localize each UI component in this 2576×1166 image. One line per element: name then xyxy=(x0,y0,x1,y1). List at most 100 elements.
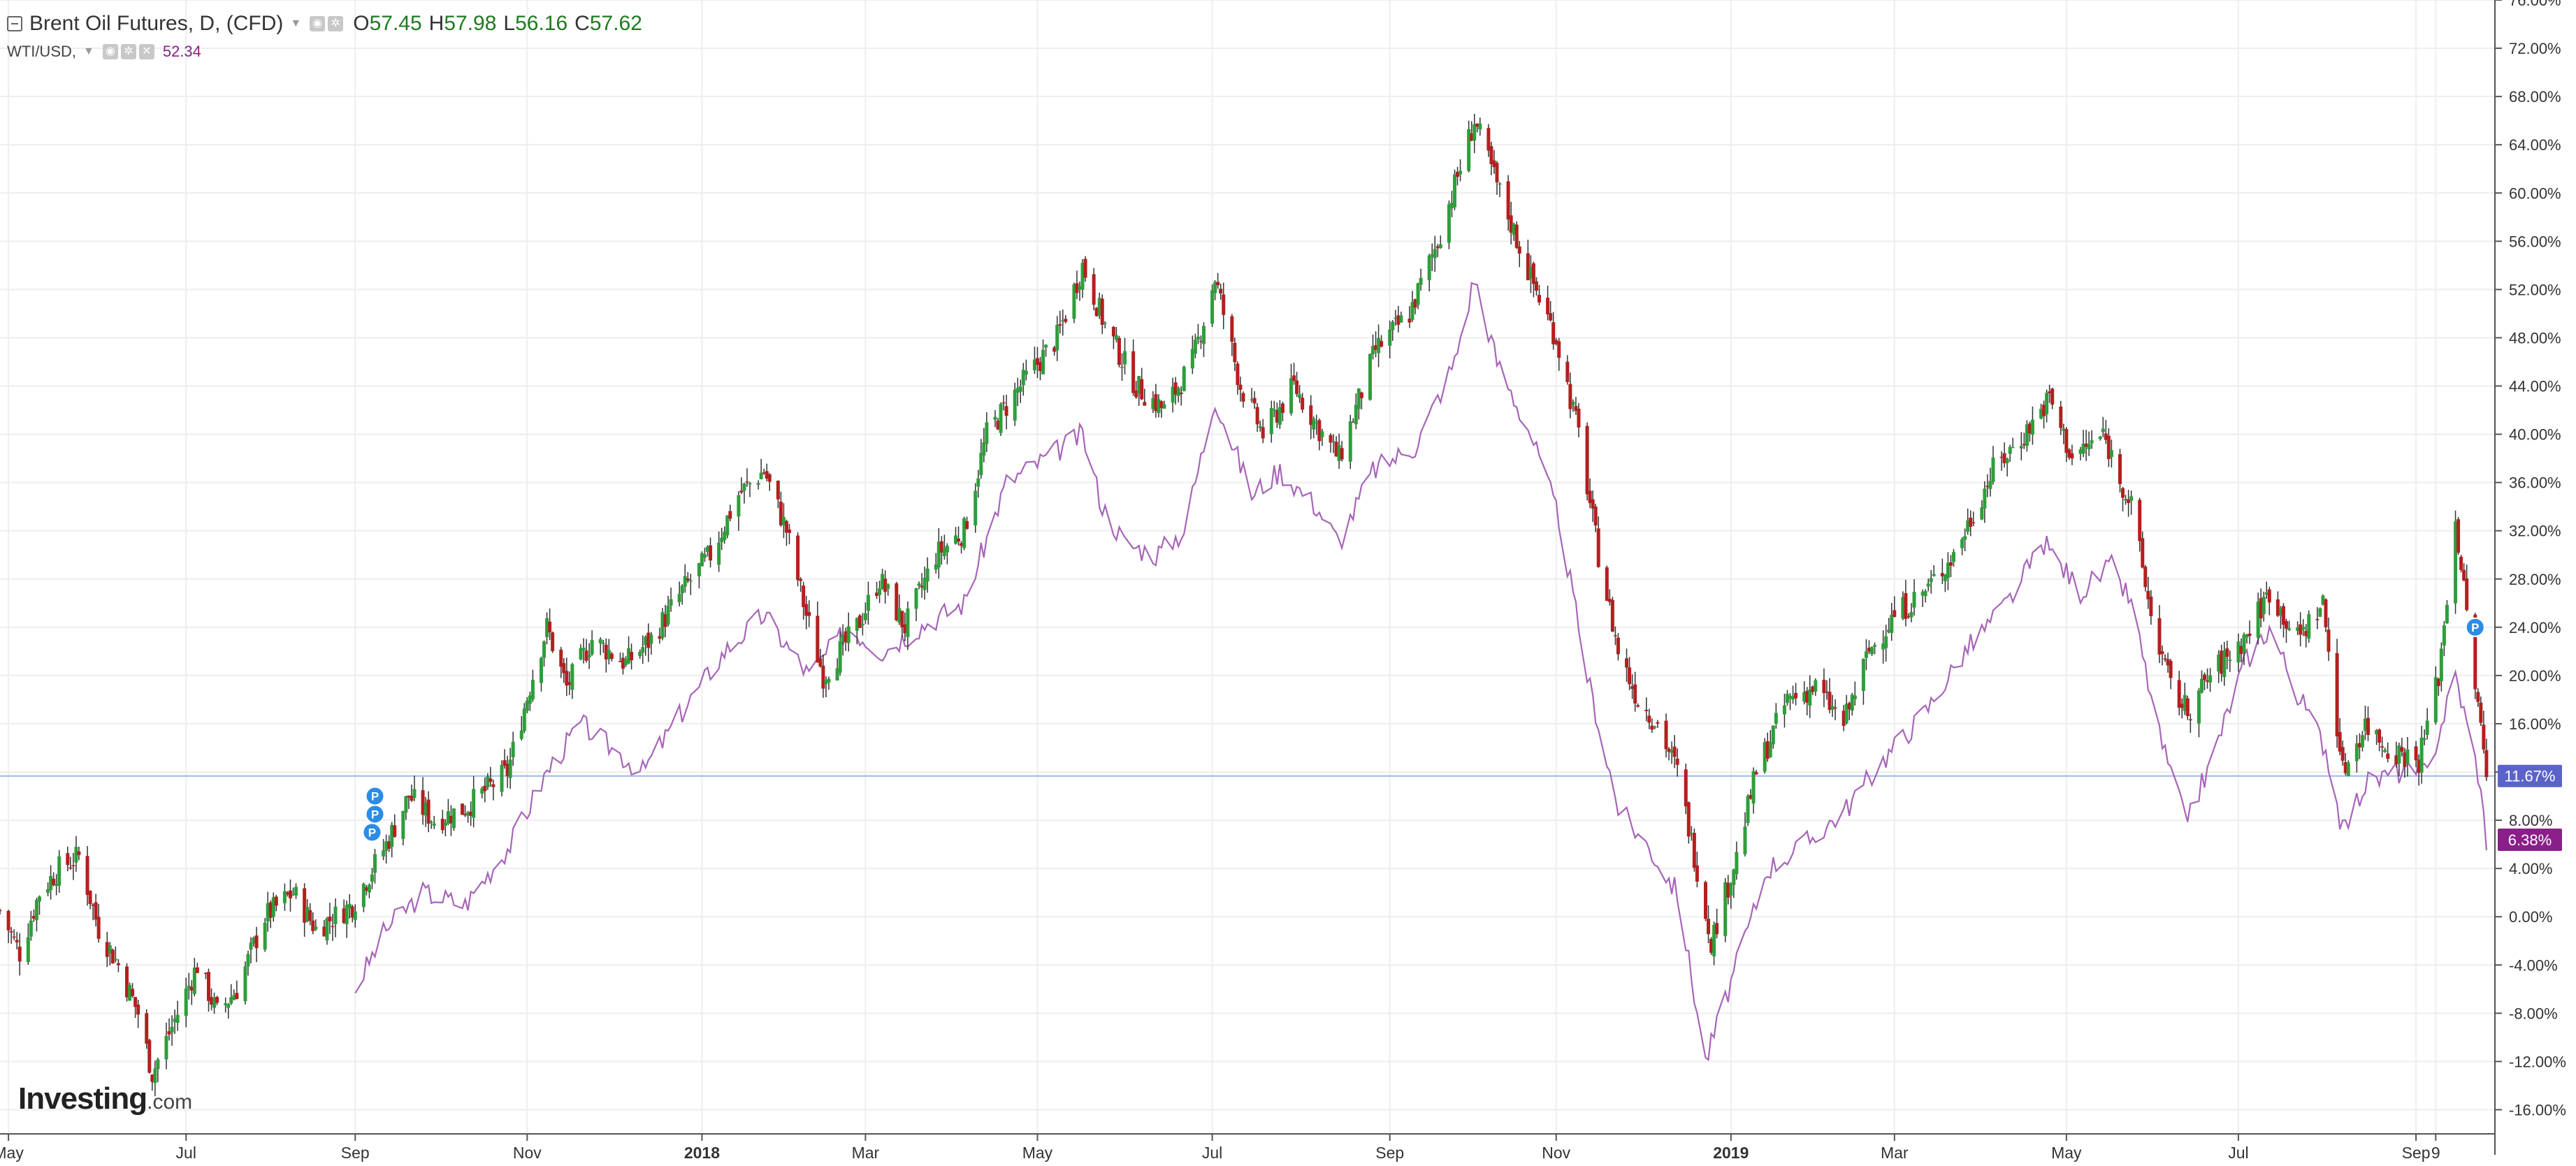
candle-body xyxy=(136,1005,140,1015)
candle-body xyxy=(2070,453,2074,459)
candle-body xyxy=(110,949,115,964)
candle-body xyxy=(2090,440,2094,444)
candle-body xyxy=(74,847,78,863)
settings-icon[interactable]: ✲ xyxy=(328,16,344,31)
candle-body xyxy=(1901,597,1905,619)
candle-body xyxy=(1985,486,1990,488)
candle-body xyxy=(1097,298,1101,316)
candle-body xyxy=(2129,496,2134,501)
chart-legend: Brent Oil Futures, D, (CFD) ▼ ◉ ✲ O 57.45… xyxy=(7,10,642,66)
candle-body xyxy=(331,926,335,928)
candle-body xyxy=(1625,658,1629,668)
candle-body xyxy=(1219,289,1223,294)
candle-body xyxy=(1912,592,1916,608)
candle-body xyxy=(1467,129,1471,171)
caret-down-icon[interactable]: ▼ xyxy=(83,45,94,57)
candle-body xyxy=(387,841,391,849)
candle-body xyxy=(688,580,693,582)
candle-body xyxy=(446,811,450,824)
candle-body xyxy=(2203,674,2207,680)
compare-series-title: WTI/USD, xyxy=(7,43,76,60)
event-marker[interactable] xyxy=(2465,617,2485,637)
candle-body xyxy=(922,577,927,590)
candle-body xyxy=(55,884,59,887)
candle-body xyxy=(1348,421,1352,462)
candle-body xyxy=(345,905,349,924)
candle-body xyxy=(342,908,346,924)
eye-icon[interactable]: ◉ xyxy=(310,16,326,31)
candle-body xyxy=(2262,597,2266,615)
candle-body xyxy=(881,574,885,589)
candle-body xyxy=(1371,346,1375,354)
candle-body xyxy=(1743,826,1747,854)
candle-body xyxy=(1765,741,1770,759)
candle-body xyxy=(897,608,902,623)
y-tick-label: 16.00% xyxy=(2509,715,2561,733)
candle-body xyxy=(1015,388,1020,393)
candle-body xyxy=(644,636,648,646)
candle-body xyxy=(1472,124,1477,141)
candle-body xyxy=(2078,449,2083,454)
candle-body xyxy=(2484,750,2489,778)
candle-body xyxy=(720,537,724,543)
candle-body xyxy=(2315,618,2320,620)
candle-body xyxy=(2304,631,2308,636)
candle-body xyxy=(71,865,75,867)
candle-body xyxy=(784,520,788,533)
candle-body xyxy=(1216,282,1220,286)
candle-body xyxy=(2327,629,2331,652)
settings-icon[interactable]: ✲ xyxy=(120,44,136,59)
event-marker-label: P xyxy=(368,826,376,839)
candle-body xyxy=(1672,746,1677,757)
candle-body xyxy=(66,853,70,866)
candle-body xyxy=(1452,174,1456,207)
candle-body xyxy=(1103,323,1107,324)
candle-body xyxy=(2177,680,2181,708)
candle-body xyxy=(683,576,687,587)
caret-down-icon[interactable]: ▼ xyxy=(290,17,302,29)
collapse-legend-button[interactable] xyxy=(7,16,22,31)
candle-body xyxy=(1120,367,1124,368)
candle-body xyxy=(1213,282,1217,293)
candle-body xyxy=(706,546,710,552)
candle-body xyxy=(1864,651,1868,658)
candle-body xyxy=(85,856,89,896)
candle-body xyxy=(2248,633,2252,636)
candle-body xyxy=(686,578,690,581)
candle-body xyxy=(2256,602,2260,638)
candle-body xyxy=(500,764,504,792)
candle-body xyxy=(29,920,33,937)
candle-body xyxy=(2436,678,2440,687)
candle-body xyxy=(1647,715,1651,723)
candle-body xyxy=(2405,749,2410,764)
candle-body xyxy=(2259,598,2263,619)
candle-body xyxy=(1456,171,1460,177)
candle-body xyxy=(545,618,549,637)
candle-body xyxy=(2180,704,2184,708)
candle-body xyxy=(0,910,2,912)
candle-body xyxy=(528,695,532,704)
candle-body xyxy=(1435,246,1440,249)
candle-body xyxy=(2375,730,2379,735)
candle-body xyxy=(1408,319,1412,323)
x-tick-label: Sep xyxy=(341,1144,370,1162)
candle-body xyxy=(429,822,433,823)
candle-body xyxy=(1670,750,1674,753)
candle-body xyxy=(308,910,312,921)
eye-icon[interactable]: ◉ xyxy=(102,44,118,59)
candle-body xyxy=(1946,562,1950,578)
event-marker[interactable] xyxy=(362,822,382,843)
candle-body xyxy=(1495,163,1499,182)
candle-body xyxy=(936,541,941,568)
candle-body xyxy=(1684,769,1688,807)
candle-body xyxy=(1312,418,1316,430)
candle-body xyxy=(125,966,129,998)
candle-body xyxy=(1447,204,1451,243)
candle-body xyxy=(1664,720,1668,750)
candle-body xyxy=(508,759,512,778)
candle-body xyxy=(2081,444,2085,454)
candle-body xyxy=(2346,762,2350,777)
close-icon[interactable]: ✕ xyxy=(138,44,154,59)
candle-body xyxy=(1774,713,1778,724)
